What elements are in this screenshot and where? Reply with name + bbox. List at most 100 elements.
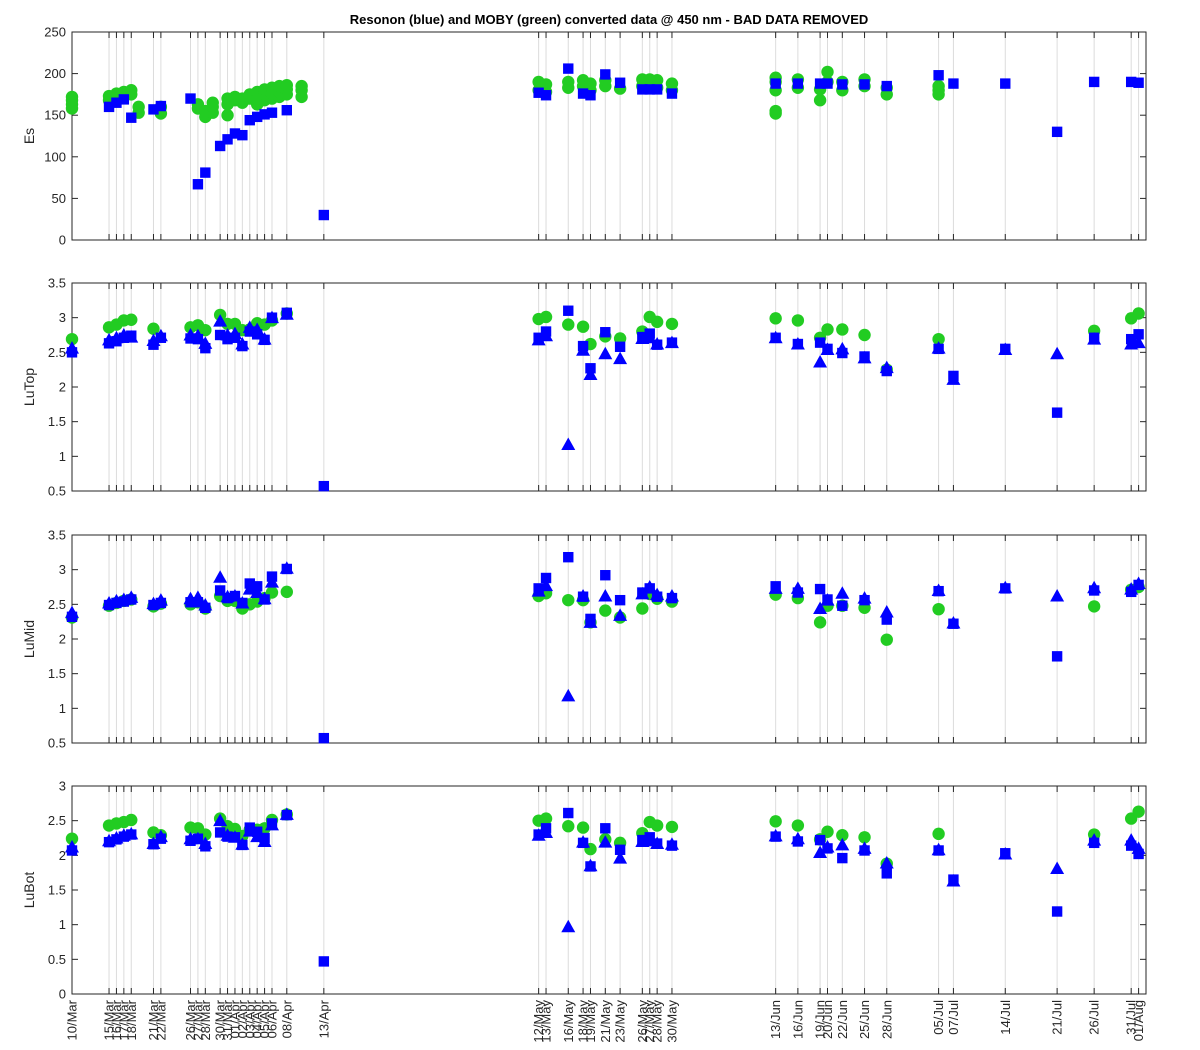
moby-point bbox=[221, 109, 234, 122]
x-tick-label: 01/Apr bbox=[227, 999, 242, 1038]
y-tick-label: 1 bbox=[59, 449, 66, 464]
resonon-triangle-point bbox=[813, 601, 828, 614]
x-tick-label: 26/May bbox=[635, 1000, 650, 1043]
y-tick-label: 2 bbox=[59, 380, 66, 395]
resonon-square-point bbox=[540, 90, 552, 101]
resonon-triangle-point bbox=[235, 337, 250, 350]
resonon-square-point bbox=[1133, 77, 1144, 88]
resonon-triangle-point bbox=[65, 341, 79, 354]
x-tick-label: 30/Mar bbox=[213, 999, 228, 1040]
panel-es: 0 50 100 150 200 250 Es bbox=[21, 25, 1147, 248]
resonon-triangle-point bbox=[583, 615, 598, 628]
resonon-triangle-point bbox=[279, 561, 294, 574]
resonon-triangle-point bbox=[198, 836, 213, 850]
resonon-triangle-point bbox=[931, 583, 946, 596]
resonon-triangle-point bbox=[1131, 841, 1146, 854]
moby-point bbox=[836, 829, 849, 842]
resonon-square-point bbox=[244, 114, 255, 126]
x-tick-label: 16/Mar bbox=[109, 999, 124, 1040]
x-tick-label: 27/Mar bbox=[190, 999, 205, 1040]
x-tick-label: 20/Jun bbox=[820, 1000, 835, 1039]
x-tick-label: 01/Aug bbox=[1131, 1000, 1146, 1041]
resonon-triangle-point bbox=[790, 831, 805, 845]
resonon-triangle-point bbox=[664, 837, 679, 850]
resonon-triangle-point bbox=[153, 593, 168, 606]
moby-point bbox=[1132, 805, 1145, 818]
x-tick-label: 12/May bbox=[531, 1000, 546, 1043]
resonon-triangle-point bbox=[227, 589, 242, 602]
moby-point bbox=[65, 832, 79, 845]
moby-point bbox=[932, 79, 945, 93]
resonon-triangle-point bbox=[598, 589, 613, 602]
resonon-triangle-point bbox=[946, 616, 961, 629]
moby-point bbox=[562, 75, 575, 89]
resonon-square-point bbox=[644, 84, 655, 95]
resonon-square-point bbox=[614, 844, 626, 855]
moby-point bbox=[539, 310, 553, 324]
resonon-triangle-point bbox=[650, 337, 665, 350]
x-tick-label: 25/Jun bbox=[857, 1000, 872, 1039]
resonon-triangle-point bbox=[642, 580, 657, 593]
x-tick-label: 16/Jun bbox=[790, 1000, 805, 1039]
resonon-square-point bbox=[155, 100, 167, 112]
resonon-square-point bbox=[266, 107, 278, 118]
resonon-triangle-point bbox=[820, 840, 835, 853]
resonon-triangle-point bbox=[790, 337, 805, 350]
y-axis-label: LuMid bbox=[21, 620, 37, 658]
resonon-triangle-point bbox=[946, 372, 961, 385]
resonon-triangle-point bbox=[1124, 833, 1139, 846]
resonon-square-point bbox=[251, 111, 263, 123]
resonon-square-point bbox=[318, 480, 330, 492]
resonon-triangle-point bbox=[613, 851, 628, 864]
resonon-square-point bbox=[1133, 848, 1144, 860]
y-tick-label: 3.5 bbox=[48, 528, 66, 543]
y-tick-label: 3 bbox=[59, 779, 66, 794]
moby-point bbox=[539, 78, 553, 91]
moby-point bbox=[821, 825, 834, 838]
moby-point bbox=[932, 602, 945, 616]
resonon-triangle-point bbox=[124, 826, 139, 840]
y-tick-label: 2.5 bbox=[48, 345, 66, 360]
resonon-triangle-point bbox=[998, 846, 1013, 860]
moby-point bbox=[599, 604, 612, 617]
x-tick-label: 31/Mar bbox=[220, 999, 235, 1040]
resonon-triangle-point bbox=[813, 845, 828, 859]
moby-point bbox=[65, 332, 79, 346]
moby-point bbox=[576, 320, 590, 333]
resonon-triangle-point bbox=[146, 836, 161, 850]
resonon-triangle-point bbox=[768, 828, 783, 842]
moby-point bbox=[665, 820, 679, 834]
panel-lutop: 0.5 1 1.5 2 2.5 3 3.5 LuTop bbox=[21, 276, 1147, 499]
y-tick-label: 200 bbox=[44, 66, 66, 81]
resonon-square-point bbox=[600, 69, 611, 80]
resonon-square-point bbox=[1125, 76, 1137, 88]
resonon-triangle-point bbox=[539, 328, 554, 342]
y-tick-label: 1.5 bbox=[48, 414, 66, 429]
x-tick-label: 14/Jul bbox=[998, 1000, 1013, 1035]
resonon-triangle-point bbox=[264, 310, 279, 324]
resonon-triangle-point bbox=[650, 836, 665, 850]
resonon-square-point bbox=[600, 327, 611, 338]
resonon-triangle-point bbox=[642, 833, 657, 847]
resonon-triangle-point bbox=[250, 829, 265, 843]
resonon-triangle-point bbox=[1087, 833, 1102, 846]
resonon-square-point bbox=[229, 128, 241, 139]
x-tick-label: 28/Jun bbox=[879, 1000, 894, 1039]
x-tick-label: 08/Apr bbox=[279, 999, 294, 1038]
resonon-triangle-point bbox=[264, 817, 279, 831]
moby-point bbox=[295, 79, 308, 93]
y-tick-label: 50 bbox=[52, 191, 66, 206]
moby-point bbox=[1132, 307, 1145, 320]
moby-point bbox=[125, 813, 138, 827]
moby-point bbox=[1087, 600, 1101, 613]
x-tick-label: 21/Mar bbox=[146, 999, 161, 1040]
y-tick-label: 2.5 bbox=[48, 597, 66, 612]
x-tick-label: 04/Apr bbox=[250, 999, 265, 1038]
resonon-triangle-point bbox=[242, 582, 257, 595]
resonon-triangle-point bbox=[190, 831, 205, 845]
resonon-triangle-point bbox=[1124, 582, 1139, 595]
x-tick-label: 05/Jul bbox=[931, 1000, 946, 1035]
moby-point bbox=[584, 77, 597, 90]
resonon-square-point bbox=[540, 572, 552, 584]
